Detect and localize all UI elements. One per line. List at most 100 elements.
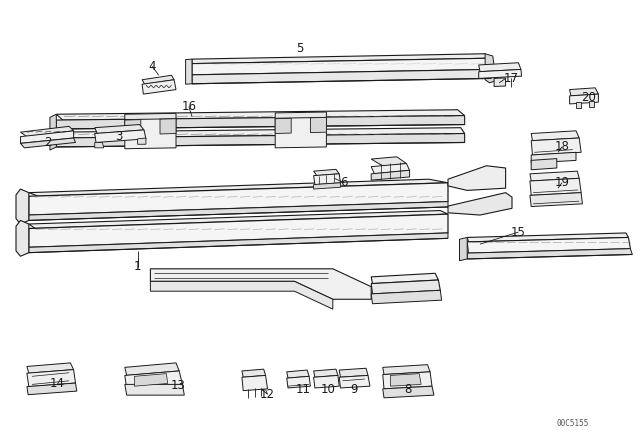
- Polygon shape: [186, 59, 192, 84]
- Polygon shape: [125, 120, 141, 135]
- Polygon shape: [371, 280, 440, 294]
- Polygon shape: [27, 363, 74, 373]
- Polygon shape: [27, 370, 76, 387]
- Polygon shape: [275, 116, 326, 148]
- Polygon shape: [125, 113, 176, 120]
- Polygon shape: [125, 118, 176, 149]
- Polygon shape: [20, 126, 74, 137]
- Text: 14: 14: [50, 376, 65, 390]
- Polygon shape: [339, 375, 370, 388]
- Polygon shape: [192, 69, 492, 84]
- Polygon shape: [576, 102, 581, 108]
- Polygon shape: [95, 142, 104, 148]
- Polygon shape: [467, 237, 630, 253]
- Text: 19: 19: [554, 176, 570, 190]
- Polygon shape: [134, 374, 168, 386]
- Polygon shape: [275, 118, 291, 134]
- Text: 11: 11: [295, 383, 310, 396]
- Text: 17: 17: [503, 72, 518, 85]
- Polygon shape: [56, 116, 465, 129]
- Polygon shape: [242, 375, 268, 391]
- Polygon shape: [371, 164, 410, 174]
- Polygon shape: [56, 128, 465, 138]
- Text: 2: 2: [44, 136, 52, 149]
- Polygon shape: [479, 63, 521, 72]
- Text: 10: 10: [321, 383, 336, 396]
- Polygon shape: [570, 94, 598, 104]
- Polygon shape: [531, 159, 557, 170]
- Text: 20: 20: [581, 91, 596, 104]
- Polygon shape: [142, 75, 174, 84]
- Polygon shape: [479, 69, 522, 78]
- Polygon shape: [242, 369, 266, 377]
- Polygon shape: [314, 183, 340, 189]
- Polygon shape: [383, 386, 434, 398]
- Polygon shape: [29, 211, 448, 228]
- Polygon shape: [142, 80, 176, 94]
- Text: 8: 8: [404, 383, 412, 396]
- Polygon shape: [314, 369, 338, 377]
- Polygon shape: [589, 101, 594, 107]
- Polygon shape: [56, 134, 465, 147]
- Polygon shape: [138, 138, 146, 144]
- Polygon shape: [371, 290, 442, 304]
- Polygon shape: [531, 131, 579, 141]
- Polygon shape: [314, 375, 339, 388]
- Text: 16: 16: [181, 100, 196, 113]
- Polygon shape: [125, 363, 179, 375]
- Polygon shape: [150, 269, 371, 299]
- Polygon shape: [27, 383, 77, 395]
- Polygon shape: [160, 119, 176, 134]
- Polygon shape: [448, 166, 506, 190]
- Text: 13: 13: [170, 379, 186, 392]
- Text: 12: 12: [260, 388, 275, 401]
- Circle shape: [504, 69, 514, 76]
- Polygon shape: [530, 178, 581, 195]
- Text: 9: 9: [350, 383, 358, 396]
- Text: 15: 15: [511, 225, 526, 239]
- Polygon shape: [314, 169, 339, 176]
- Polygon shape: [50, 114, 56, 150]
- Polygon shape: [95, 125, 144, 134]
- Polygon shape: [448, 193, 512, 215]
- Polygon shape: [275, 112, 326, 118]
- Polygon shape: [494, 78, 506, 86]
- Text: 4: 4: [148, 60, 156, 73]
- Polygon shape: [95, 130, 146, 142]
- Polygon shape: [339, 368, 368, 377]
- Polygon shape: [310, 117, 326, 133]
- Polygon shape: [16, 189, 29, 224]
- Polygon shape: [531, 138, 581, 155]
- Polygon shape: [530, 171, 579, 181]
- Polygon shape: [383, 365, 430, 375]
- Text: 5: 5: [296, 42, 303, 55]
- Polygon shape: [287, 376, 310, 388]
- Text: 3: 3: [115, 130, 122, 143]
- Text: 18: 18: [554, 140, 570, 154]
- Polygon shape: [29, 179, 448, 196]
- Polygon shape: [390, 374, 421, 386]
- Polygon shape: [192, 58, 490, 75]
- Polygon shape: [29, 214, 448, 247]
- Polygon shape: [150, 281, 333, 309]
- Polygon shape: [192, 54, 488, 64]
- Polygon shape: [287, 370, 309, 378]
- Text: 1: 1: [134, 260, 141, 273]
- Text: 00C5155: 00C5155: [557, 419, 589, 428]
- Polygon shape: [314, 174, 340, 185]
- Polygon shape: [56, 110, 465, 120]
- Polygon shape: [467, 249, 632, 259]
- Polygon shape: [16, 220, 29, 256]
- Polygon shape: [371, 273, 438, 284]
- Polygon shape: [371, 157, 406, 167]
- Polygon shape: [531, 152, 576, 163]
- Polygon shape: [460, 237, 467, 261]
- Polygon shape: [20, 138, 76, 148]
- Polygon shape: [20, 131, 74, 143]
- Polygon shape: [29, 183, 448, 215]
- Polygon shape: [371, 170, 410, 180]
- Polygon shape: [485, 54, 496, 83]
- Polygon shape: [125, 384, 184, 395]
- Polygon shape: [383, 372, 432, 389]
- Polygon shape: [29, 202, 448, 220]
